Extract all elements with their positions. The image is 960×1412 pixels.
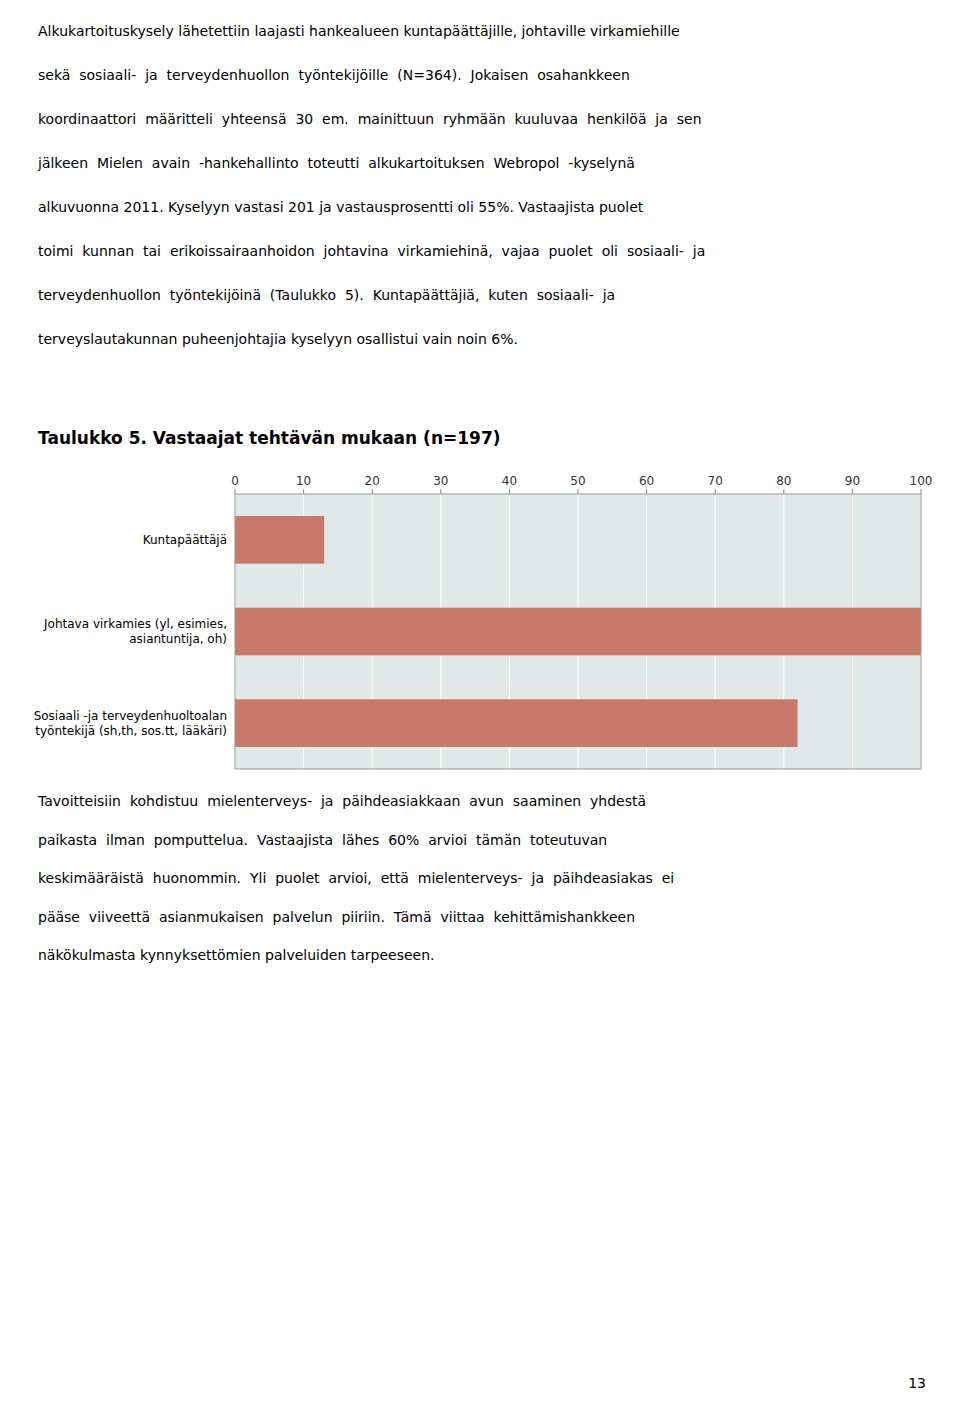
paragraph-line: pääse viiveettä asianmukaisen palvelun p… xyxy=(38,909,635,925)
page: Alkukartoituskysely lähetettiin laajasti… xyxy=(0,0,960,1412)
tick-mark xyxy=(715,489,716,494)
page-background xyxy=(0,0,960,1412)
paragraph-line: toimi kunnan tai erikoissairaanhoidon jo… xyxy=(38,243,705,259)
tick-mark xyxy=(235,489,236,494)
category-label-line: asiantuntija, oh) xyxy=(129,632,227,646)
y-axis: Kuntapäättäjä Johtava virkamies (yl, esim… xyxy=(34,533,227,738)
category-label-line: Johtava virkamies (yl, esimies, xyxy=(43,617,227,631)
category-label-line: työntekijä (sh,th, sos.tt, lääkäri) xyxy=(35,724,227,738)
tick-label: 10 xyxy=(296,474,311,488)
paragraph-line: paikasta ilman pomputtelua. Vastaajista … xyxy=(38,832,607,848)
category-label-line: Sosiaali -ja terveydenhuoltoalan xyxy=(34,709,227,723)
bar xyxy=(235,699,798,747)
tick-label: 20 xyxy=(365,474,380,488)
tick-label: 100 xyxy=(910,474,933,488)
x-axis: 0 10 20 30 40 50 60 70 80 90 100 xyxy=(231,474,932,494)
category-label: Johtava virkamies (yl, esimies,asiantunt… xyxy=(43,617,227,646)
category-label-line: Kuntapäättäjä xyxy=(143,533,227,547)
paragraph-line: alkuvuonna 2011. Kyselyyn vastasi 201 ja… xyxy=(38,199,644,215)
tick-label: 50 xyxy=(570,474,585,488)
paragraph-line: jälkeen Mielen avain -hankehallinto tote… xyxy=(37,155,635,171)
bars xyxy=(235,516,921,747)
paragraph-line: Alkukartoituskysely lähetettiin laajasti… xyxy=(38,23,680,39)
tick-mark xyxy=(303,489,304,494)
tick-mark xyxy=(783,489,784,494)
tick-label: 60 xyxy=(639,474,654,488)
tick-label: 80 xyxy=(776,474,791,488)
tick-label: 30 xyxy=(433,474,448,488)
bar xyxy=(235,608,921,656)
tick-mark xyxy=(440,489,441,494)
footer-paragraph: Tavoitteisiin kohdistuu mielenterveys- j… xyxy=(37,793,674,963)
tick-mark xyxy=(372,489,373,494)
tick-label: 0 xyxy=(231,474,239,488)
tick-label: 70 xyxy=(708,474,723,488)
plot-frame xyxy=(235,494,921,769)
tick-label: 40 xyxy=(502,474,517,488)
tick-label: 90 xyxy=(845,474,860,488)
bar xyxy=(235,516,324,564)
paragraph-line: näkökulmasta kynnyksettömien palveluiden… xyxy=(38,947,435,963)
chart-title: Taulukko 5. Vastaajat tehtävän mukaan (n… xyxy=(38,428,501,448)
tick-mark xyxy=(509,489,510,494)
paragraph-line: Tavoitteisiin kohdistuu mielenterveys- j… xyxy=(37,793,646,809)
tick-mark xyxy=(852,489,853,494)
paragraph-line: terveyslautakunnan puheenjohtajia kysely… xyxy=(38,331,518,347)
paragraph-line: terveydenhuollon työntekijöinä (Taulukko… xyxy=(38,287,615,303)
tick-mark xyxy=(578,489,579,494)
category-label: Sosiaali -ja terveydenhuoltoalantyönteki… xyxy=(34,709,227,738)
paragraph-line: koordinaattori määritteli yhteensä 30 em… xyxy=(38,111,702,127)
paragraph-line: keskimääräistä huonommin. Yli puolet arv… xyxy=(38,870,674,886)
tick-mark xyxy=(921,489,922,494)
grid xyxy=(235,494,921,769)
plot-background xyxy=(235,494,921,769)
category-label: Kuntapäättäjä xyxy=(143,533,227,547)
tick-mark xyxy=(646,489,647,494)
page-number: 13 xyxy=(908,1375,926,1391)
paragraph-line: sekä sosiaali- ja terveydenhuollon työnt… xyxy=(38,67,630,83)
top-paragraph: Alkukartoituskysely lähetettiin laajasti… xyxy=(37,23,705,347)
